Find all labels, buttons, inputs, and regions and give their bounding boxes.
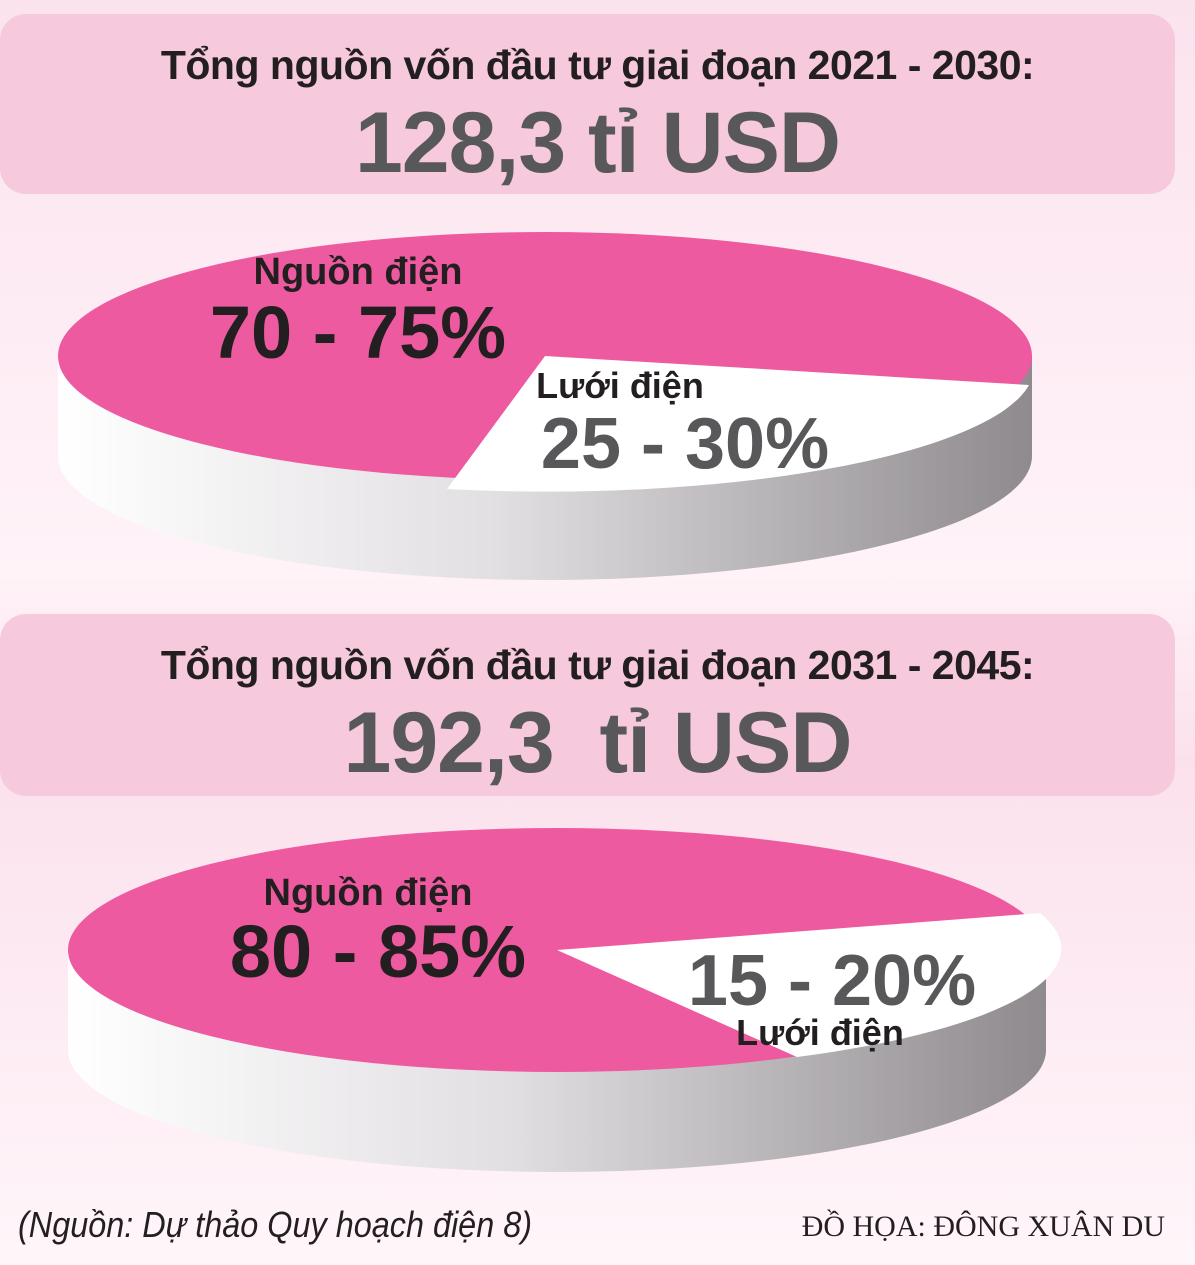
pie-chart-2031-2045: Nguồn điện 80 - 85% 15 - 20% Lưới điện: [68, 828, 1062, 1172]
chart-2-total: 192,3 tỉ USD: [343, 695, 853, 791]
pie-slice-luoi-dien: [557, 913, 1062, 1057]
pie-label-nguon-dien: Nguồn điện: [264, 872, 473, 914]
heading-panel-2031-2045: [0, 614, 1175, 796]
pie-chart-2021-2030: Nguồn điện 70 - 75% Lưới điện 25 - 30%: [58, 232, 1032, 580]
chart-2-title: Tổng nguồn vốn đầu tư giai đoạn 2031 - 2…: [160, 642, 1035, 688]
graphic-credit: ĐỒ HỌA: ĐÔNG XUÂN DU: [801, 1210, 1165, 1243]
pie-value-luoi-dien: 25 - 30%: [541, 404, 829, 484]
pie-label-nguon-dien: Nguồn điện: [254, 251, 463, 293]
pie-label-luoi-dien: Lưới điện: [736, 1012, 904, 1053]
chart-1-title: Tổng nguồn vốn đầu tư giai đoạn 2021 - 2…: [160, 42, 1035, 88]
pie-slice-luoi-dien: [447, 356, 1029, 492]
pie-value-nguon-dien: 70 - 75%: [210, 291, 506, 374]
source-note: (Nguồn: Dự thảo Quy hoạch điện 8): [18, 1204, 533, 1245]
pie-value-nguon-dien: 80 - 85%: [230, 910, 526, 993]
chart-1-total: 128,3 tỉ USD: [354, 95, 841, 191]
heading-panel-2021-2030: [0, 14, 1175, 194]
pie-label-luoi-dien: Lưới điện: [536, 365, 704, 406]
pie-value-luoi-dien: 15 - 20%: [688, 941, 976, 1021]
